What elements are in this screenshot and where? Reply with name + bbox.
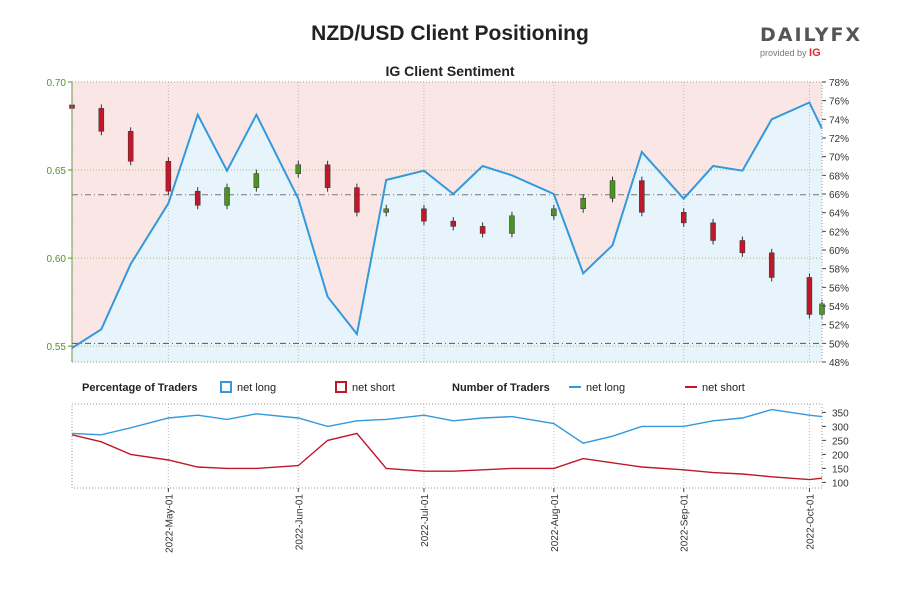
percent-tick-label: 58% (829, 265, 849, 276)
percent-tick-label: 52% (829, 321, 849, 332)
candle-body (383, 208, 389, 213)
candle-body (295, 164, 302, 174)
percent-tick-label: 78% (829, 78, 849, 89)
legend-number-label: Number of Traders (452, 382, 550, 394)
candle-body (324, 164, 331, 188)
date-tick-label: 2022-May-01 (164, 494, 175, 553)
legend-pct-long-label: net long (237, 382, 276, 394)
percent-tick-label: 56% (829, 283, 849, 294)
traders-axis: 100 150 200 250 300 350 (822, 408, 849, 489)
percent-tick-label: 74% (829, 115, 849, 126)
candle-body (98, 108, 105, 132)
logo-wordmark: DAILYFX (760, 24, 863, 46)
legend-pct-short-label: net short (352, 382, 395, 394)
percent-tick-label: 60% (829, 246, 849, 257)
candle-body (127, 131, 134, 162)
traders-tick-label: 200 (832, 450, 849, 461)
percent-tick-label: 54% (829, 302, 849, 313)
price-tick-label: 0.70 (47, 78, 67, 89)
candle-body (253, 173, 260, 188)
candle-body (609, 180, 616, 199)
percent-tick-label: 72% (829, 134, 849, 145)
candle-body (194, 190, 201, 206)
candle-body (421, 208, 427, 222)
percent-axis: 48% 50% 52% 54% 56% 58% 60% 62% 64% 66% 68% 70% 72% 7… (822, 78, 849, 369)
dailyfx-logo: DAILYFX provided by IG (760, 24, 870, 59)
top-panel-frame (71, 81, 823, 363)
candle-body (479, 226, 486, 234)
percent-tick-label: 70% (829, 153, 849, 164)
candle-body (680, 212, 687, 224)
candle-body (639, 180, 645, 213)
net-long-percent-line (71, 101, 823, 349)
date-axis: 2022-May-01 2022-Jun-01 2022-Jul-01 2022-Au… (164, 488, 816, 553)
date-tick-label: 2022-Jun-01 (294, 494, 305, 551)
legend-num-long-label: net long (586, 382, 625, 394)
percent-tick-label: 62% (829, 227, 849, 238)
legend-percentage-label: Percentage of Traders (82, 382, 198, 394)
traders-tick-label: 250 (832, 436, 849, 447)
candle-body (551, 208, 557, 217)
percent-tick-label: 48% (829, 358, 849, 369)
date-tick-label: 2022-Jul-01 (420, 494, 431, 547)
percent-tick-label: 50% (829, 339, 849, 350)
bottom-panel-frame (71, 403, 823, 489)
candle-body (819, 303, 825, 315)
candle-body (806, 277, 813, 315)
logo-provided-by: provided by (760, 48, 807, 58)
price-tick-label: 0.55 (47, 342, 67, 353)
chart-subtitle: IG Client Sentiment (385, 63, 515, 79)
traders-tick-label: 350 (832, 408, 849, 419)
percent-tick-label: 66% (829, 190, 849, 201)
price-tick-label: 0.65 (47, 166, 67, 177)
net-short-count-line (71, 432, 823, 481)
candle-body (165, 160, 172, 192)
percent-tick-label: 68% (829, 171, 849, 182)
legend-net-short-box (335, 381, 347, 393)
date-tick-label: 2022-Aug-01 (550, 494, 561, 552)
candle-body (739, 240, 746, 254)
legend-num-short-label: net short (702, 382, 745, 394)
candle-body (354, 187, 360, 213)
date-tick-label: 2022-Sep-01 (680, 494, 691, 552)
legend: Percentage of Traders net long net short… (82, 381, 745, 394)
percent-tick-label: 76% (829, 97, 849, 108)
chart-title: NZD/USD Client Positioning (311, 22, 589, 45)
bottom-grid (167, 404, 810, 488)
net-long-area (72, 102, 822, 362)
ig-logo: IG (809, 47, 821, 59)
date-tick-label: 2022-Oct-01 (805, 494, 816, 550)
traders-tick-label: 100 (832, 478, 849, 489)
price-candles (69, 100, 825, 319)
price-tick-label: 0.60 (47, 254, 67, 265)
traders-tick-label: 300 (832, 422, 849, 433)
candle-body (768, 252, 775, 278)
net-long-count-line (71, 408, 823, 444)
candle-body (450, 220, 457, 227)
logo-tagline: provided by IG (760, 47, 870, 59)
candle-body (509, 215, 515, 234)
legend-net-long-box (220, 381, 232, 393)
percent-tick-label: 64% (829, 209, 849, 220)
traders-tick-label: 150 (832, 464, 849, 475)
candle-body (580, 197, 586, 210)
candle-body (710, 222, 716, 241)
candle-body (224, 187, 230, 206)
price-axis: 0.55 0.60 0.65 0.70 (47, 78, 73, 362)
